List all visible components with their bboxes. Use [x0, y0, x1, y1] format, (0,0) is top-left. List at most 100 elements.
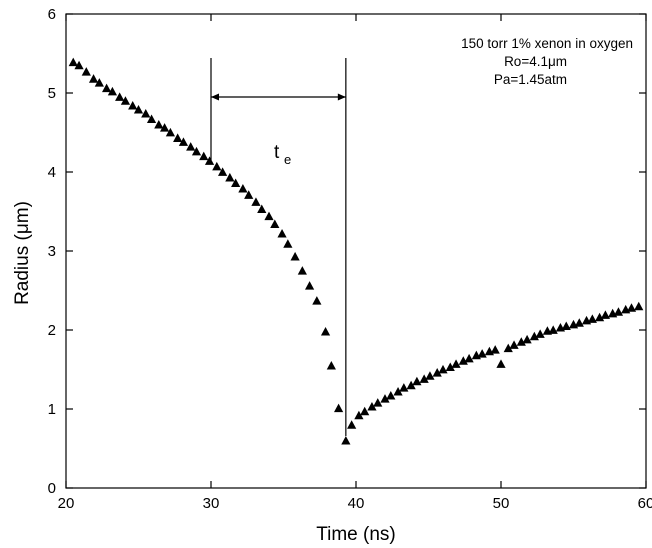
y-tick-label: 0: [48, 480, 56, 497]
y-axis-label: Radius (μm): [12, 201, 33, 305]
data-point: [277, 229, 287, 238]
data-point: [290, 251, 300, 261]
data-point: [186, 142, 196, 151]
x-tick-label: 30: [203, 495, 220, 512]
data-point: [380, 394, 390, 403]
data-point: [634, 301, 644, 311]
data-point: [399, 383, 409, 392]
data-point: [212, 161, 222, 171]
data-point: [283, 239, 293, 248]
data-point: [178, 137, 189, 146]
data-point: [326, 360, 336, 370]
x-axis-label: Time (ns): [316, 524, 396, 545]
y-tick-label: 3: [48, 243, 56, 260]
data-point: [561, 321, 571, 330]
y-tick-label: 4: [48, 164, 56, 181]
data-point: [238, 183, 248, 193]
data-point: [81, 67, 91, 76]
data-point: [154, 120, 164, 129]
data-point: [412, 376, 422, 386]
data-point: [312, 296, 322, 305]
data-point: [218, 167, 228, 176]
data-point: [160, 123, 170, 132]
data-point: [464, 353, 474, 363]
data-point: [88, 74, 99, 83]
data-point: [529, 331, 539, 341]
data-point: [102, 83, 112, 93]
data-point: [173, 133, 183, 142]
data-point: [264, 211, 274, 221]
data-point: [490, 345, 500, 354]
data-point: [128, 101, 138, 110]
x-tick-label: 50: [493, 495, 510, 512]
y-tick-label: 1: [48, 401, 56, 418]
x-tick-label: 60: [638, 495, 652, 512]
data-point: [257, 204, 267, 214]
data-point: [68, 57, 78, 67]
data-point: [451, 359, 461, 368]
te-label: t: [274, 142, 280, 163]
data-point: [503, 343, 513, 353]
data-point: [393, 387, 403, 396]
data-point: [141, 108, 151, 118]
data-point: [341, 436, 351, 445]
y-axis-ticks: 0 1 2 3 4 5 6: [48, 6, 646, 497]
data-point: [477, 349, 487, 358]
data-point: [199, 151, 209, 161]
data-point: [297, 266, 307, 275]
data-point: [587, 314, 597, 323]
data-point: [419, 374, 429, 383]
data-point: [535, 329, 545, 338]
y-tick-label: 5: [48, 85, 56, 102]
data-points: [68, 57, 644, 445]
data-point: [595, 312, 605, 322]
data-point: [600, 310, 610, 319]
data-point: [115, 92, 125, 101]
te-arrow-right-head: [337, 93, 346, 101]
data-point: [360, 406, 370, 416]
annotation-line-3: Pa=1.45atm: [494, 72, 567, 87]
data-point: [516, 337, 526, 346]
te-marker: [210, 58, 347, 436]
x-tick-label: 20: [58, 495, 75, 512]
data-point: [522, 334, 532, 344]
annotation-line-1: 150 torr 1% xenon in oxygen: [461, 36, 633, 51]
data-point: [244, 190, 254, 199]
data-point: [320, 326, 331, 336]
data-point: [347, 420, 357, 429]
data-point: [626, 303, 637, 312]
data-point: [496, 359, 506, 368]
data-point: [191, 146, 202, 156]
x-tick-label: 40: [348, 495, 365, 512]
data-point: [406, 380, 416, 390]
data-point: [509, 340, 519, 349]
y-tick-label: 6: [48, 6, 56, 23]
data-point: [225, 172, 235, 182]
data-point: [146, 114, 157, 123]
data-point: [613, 307, 624, 316]
data-point: [574, 318, 584, 327]
data-point: [445, 362, 455, 372]
data-point: [438, 364, 448, 374]
te-label-subscript: e: [284, 152, 291, 167]
x-axis-ticks: 20 30 40 50 60: [58, 14, 652, 512]
data-point: [270, 219, 280, 229]
data-point: [74, 60, 84, 70]
data-point: [204, 156, 215, 165]
data-point: [386, 390, 396, 400]
data-point: [432, 368, 442, 377]
data-point: [334, 403, 344, 413]
data-point: [425, 371, 435, 380]
data-point: [354, 410, 364, 420]
y-tick-label: 2: [48, 322, 56, 339]
data-point: [367, 402, 377, 411]
data-point: [165, 127, 175, 137]
data-point: [373, 398, 383, 407]
data-point: [548, 325, 558, 334]
data-point: [94, 78, 104, 87]
data-point: [251, 197, 261, 206]
data-point: [133, 104, 144, 114]
annotation-line-2: Ro=4.1μm: [504, 54, 567, 69]
data-point: [107, 86, 117, 96]
